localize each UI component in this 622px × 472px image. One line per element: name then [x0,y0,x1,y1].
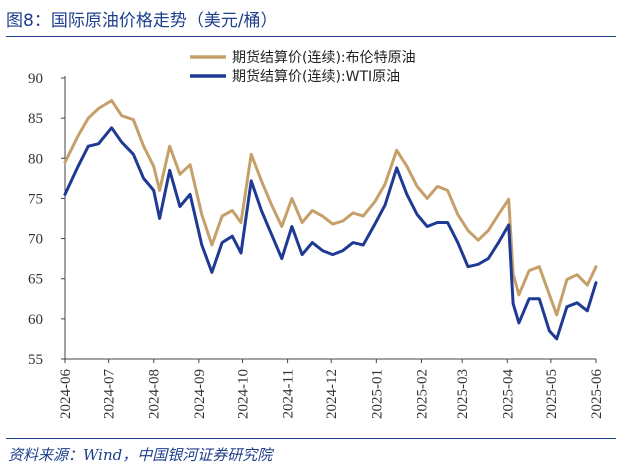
x-tick-label: 2024-06 [58,369,74,419]
y-tick-label: 70 [28,232,43,248]
source-rule [6,438,616,439]
x-tick-label: 2025-03 [455,369,471,419]
y-tick-label: 90 [28,71,43,87]
series-layer [63,99,598,341]
y-tick-label: 80 [28,151,43,167]
y-tick-label: 85 [28,111,43,127]
y-tick-label: 65 [28,272,43,288]
y-tick-label: 60 [28,312,43,328]
x-tick-label: 2024-10 [235,369,251,419]
x-tick-label: 2025-04 [500,369,516,419]
title-rule [6,36,616,37]
wti-series-line [63,126,598,341]
brent-series-line [63,99,598,317]
x-tick-label: 2024-11 [281,369,297,418]
source-note: 资料来源：Wind，中国银河证券研究院 [8,446,273,464]
x-tick-label: 2025-06 [589,369,605,419]
legend-label-brent: 期货结算价(连续):布伦特原油 [232,49,416,66]
y-tick-label: 55 [28,352,43,368]
x-tick-label: 2024-12 [324,369,340,419]
legend-label-wti: 期货结算价(连续):WTI原油 [232,68,400,85]
chart-axes: 55 60 65 70 75 80 85 90 2024-06 2024-07 2024-08 202… [28,71,605,419]
figure-title: 图8：国际原油价格走势（美元/桶） [6,11,278,31]
y-tick-label: 75 [28,191,43,207]
x-tick-label: 2025-05 [544,369,560,419]
x-tick-label: 2024-07 [102,369,118,419]
x-tick-label: 2024-08 [147,369,163,419]
x-tick-label: 2024-09 [192,369,208,419]
x-tick-label: 2025-01 [369,369,385,419]
x-tick-label: 2025-02 [414,369,430,419]
